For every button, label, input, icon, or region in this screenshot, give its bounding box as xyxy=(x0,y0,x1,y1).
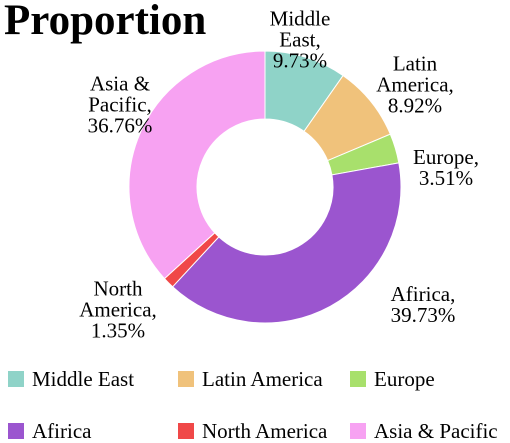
data-label: Europe, 3.51% xyxy=(413,145,479,190)
donut-slice xyxy=(171,162,402,324)
legend-item: North America xyxy=(178,420,327,442)
data-label: Middle East, 9.73% xyxy=(269,6,331,73)
legend-swatch xyxy=(178,423,194,439)
legend-label: Afirica xyxy=(32,419,92,443)
donut-slice xyxy=(128,50,266,280)
legend-label: Latin America xyxy=(202,367,323,391)
legend-item: Europe xyxy=(350,368,435,390)
data-label: Afirica, 39.73% xyxy=(390,282,456,327)
legend-swatch xyxy=(350,371,366,387)
legend-label: North America xyxy=(202,419,328,443)
legend-item: Latin America xyxy=(178,368,323,390)
legend-swatch xyxy=(8,423,24,439)
legend-label: Middle East xyxy=(32,367,135,391)
chart-title: Proportion xyxy=(4,0,207,44)
legend-label: Asia & Pacific xyxy=(374,419,498,443)
legend-swatch xyxy=(178,371,194,387)
data-label: Latin America, 8.92% xyxy=(376,51,454,118)
data-label: Asia & Pacific, 36.76% xyxy=(87,71,153,138)
legend-item: Asia & Pacific xyxy=(350,420,498,442)
legend-swatch xyxy=(8,371,24,387)
legend-item: Middle East xyxy=(8,368,134,390)
data-label: North America, 1.35% xyxy=(79,276,157,343)
legend-item: Afirica xyxy=(8,420,91,442)
legend-label: Europe xyxy=(374,367,435,391)
legend-swatch xyxy=(350,423,366,439)
